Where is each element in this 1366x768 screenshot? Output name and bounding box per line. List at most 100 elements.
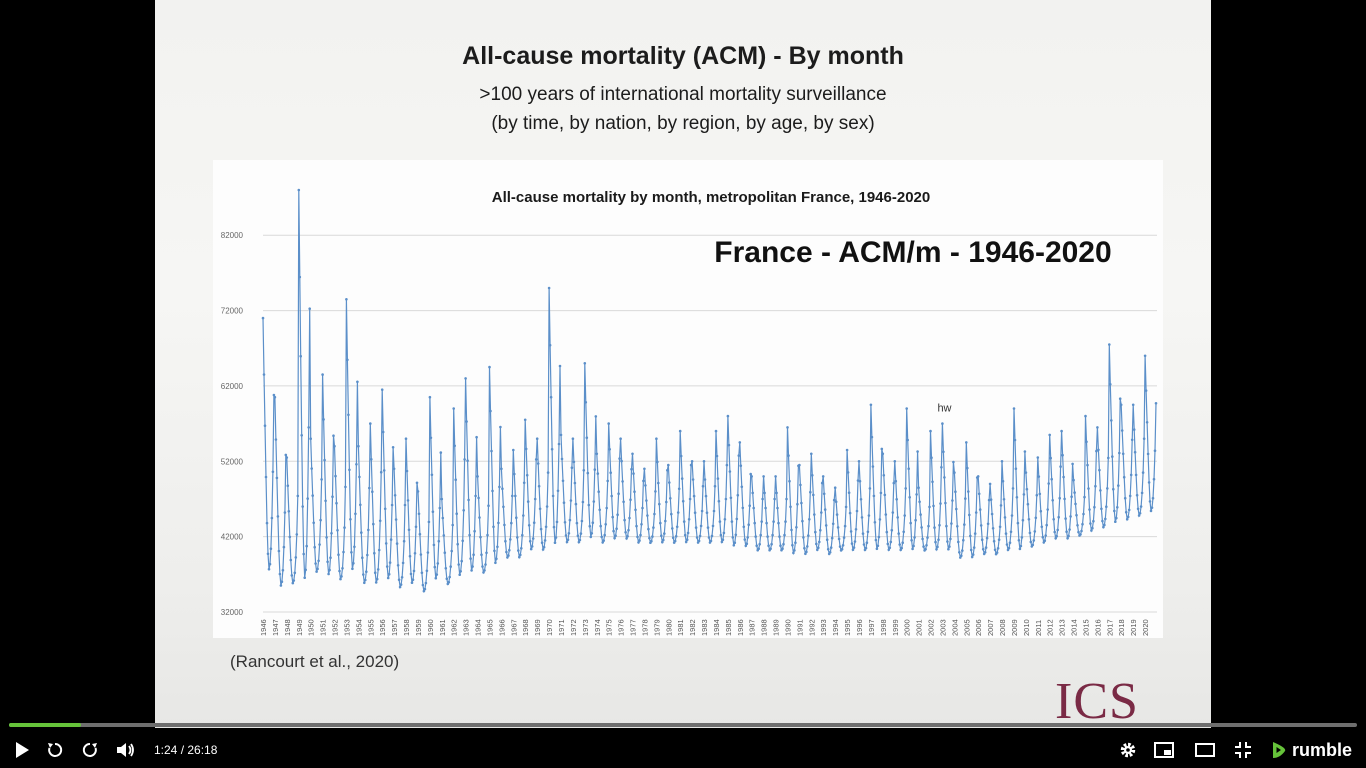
replay-icon — [48, 742, 63, 757]
data-point — [1036, 456, 1040, 459]
data-point — [928, 505, 931, 509]
data-point — [337, 553, 340, 556]
x-tick-label: 1948 — [283, 619, 292, 636]
pip-button[interactable] — [1152, 738, 1176, 762]
data-point — [820, 481, 824, 485]
x-tick-label: 1994 — [831, 619, 840, 636]
replay-button[interactable] — [43, 738, 67, 762]
settings-button[interactable] — [1116, 738, 1140, 762]
data-point — [675, 525, 679, 529]
progress-bar[interactable] — [9, 723, 1357, 727]
data-point — [846, 471, 850, 474]
data-point — [820, 511, 823, 514]
data-point — [370, 458, 373, 461]
data-point — [611, 515, 614, 519]
x-tick-label: 1974 — [593, 619, 602, 636]
y-tick-label: 82000 — [221, 231, 244, 240]
data-point — [695, 536, 699, 539]
data-point — [925, 544, 928, 547]
data-point — [893, 460, 897, 463]
forward-button[interactable] — [78, 738, 102, 762]
data-point — [535, 437, 539, 441]
x-tick-label: 1983 — [700, 619, 709, 636]
data-point — [583, 362, 587, 365]
data-point — [932, 504, 935, 508]
data-point — [477, 496, 480, 500]
data-point — [798, 463, 801, 467]
data-point — [903, 514, 906, 517]
data-point — [502, 505, 505, 509]
data-point — [730, 520, 734, 523]
theater-button[interactable] — [1193, 738, 1217, 762]
data-point — [283, 511, 287, 514]
data-point — [383, 507, 387, 511]
data-point — [359, 503, 362, 507]
data-point — [449, 565, 452, 568]
play-button[interactable] — [10, 738, 34, 762]
data-point — [858, 479, 862, 483]
pip-icon — [1154, 742, 1174, 758]
data-point — [298, 275, 302, 279]
data-point — [400, 576, 404, 579]
data-point — [1009, 530, 1013, 534]
data-point — [669, 497, 672, 500]
data-point — [874, 538, 878, 542]
data-point — [842, 536, 846, 539]
data-point — [305, 544, 308, 548]
data-point — [709, 539, 713, 543]
x-tick-label: 1965 — [485, 619, 494, 636]
data-point — [826, 547, 830, 551]
data-point — [571, 437, 575, 441]
data-point — [879, 491, 883, 495]
data-point — [912, 544, 915, 548]
data-point — [670, 512, 673, 516]
data-point — [366, 553, 369, 557]
data-point — [425, 569, 429, 573]
data-point — [623, 518, 626, 522]
data-point — [522, 514, 525, 517]
data-point — [288, 535, 292, 539]
data-point — [523, 418, 527, 422]
data-point — [753, 521, 756, 525]
data-point — [1057, 515, 1060, 519]
data-point — [897, 532, 900, 535]
data-point — [496, 545, 499, 549]
data-point — [859, 498, 863, 501]
video-frame[interactable]: All-cause mortality (ACM) - By month >10… — [155, 0, 1211, 728]
data-point — [988, 482, 992, 486]
data-point — [1034, 516, 1038, 520]
data-point — [327, 572, 330, 576]
data-point — [1139, 505, 1143, 508]
x-tick-label: 1987 — [748, 619, 757, 636]
data-point — [819, 528, 822, 532]
x-tick-label: 2018 — [1117, 619, 1126, 636]
data-point — [802, 536, 805, 539]
data-point — [533, 497, 537, 501]
rumble-logo[interactable]: rumble — [1268, 739, 1352, 761]
data-point — [807, 534, 810, 537]
fullscreen-exit-button[interactable] — [1231, 738, 1255, 762]
data-point — [1138, 512, 1142, 515]
data-point — [427, 520, 431, 524]
data-point — [437, 539, 441, 543]
data-point — [632, 472, 635, 475]
data-point — [484, 563, 487, 566]
data-point — [910, 539, 913, 542]
data-point — [1132, 428, 1136, 431]
data-point — [541, 548, 545, 551]
data-point — [901, 541, 904, 544]
data-point — [894, 479, 898, 483]
data-point — [936, 545, 939, 549]
data-point — [1106, 487, 1109, 490]
data-point — [653, 512, 656, 516]
data-point — [465, 420, 468, 423]
data-point — [461, 539, 464, 543]
volume-button[interactable] — [113, 738, 137, 762]
data-point — [336, 529, 339, 532]
data-point — [341, 567, 344, 570]
data-point — [555, 520, 559, 524]
data-point — [522, 481, 526, 485]
x-tick-label: 1989 — [772, 619, 781, 636]
data-point — [476, 475, 479, 478]
data-point — [997, 538, 1001, 541]
